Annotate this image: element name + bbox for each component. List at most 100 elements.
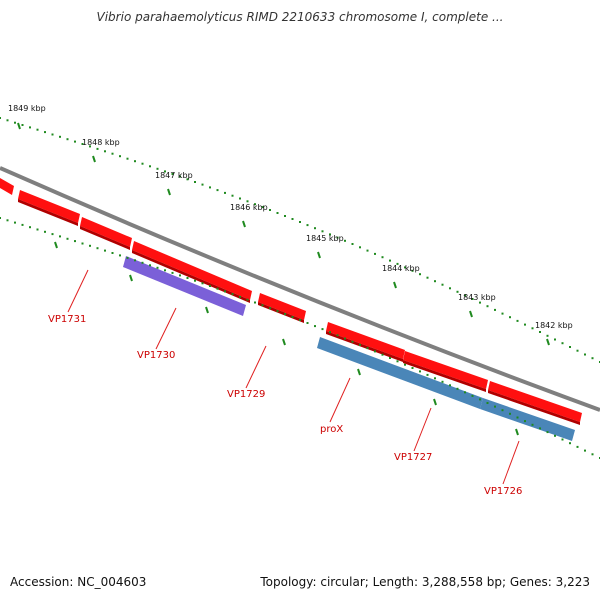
minor-tick [164, 170, 166, 173]
minor-tick [6, 219, 9, 222]
minor-tick [411, 367, 414, 369]
minor-tick [269, 209, 271, 211]
minor-tick [509, 316, 511, 319]
minor-tick [344, 239, 346, 242]
minor-tick [21, 223, 24, 226]
gene-leader-line [502, 440, 520, 485]
minor-tick [29, 126, 31, 129]
position-label: 1847 kbp [155, 171, 193, 180]
major-tick [317, 251, 321, 259]
position-label: 1849 kbp [8, 104, 46, 113]
minor-tick [261, 304, 264, 307]
cds-arrow-edge [403, 360, 486, 392]
cds-arrow-edge [18, 199, 78, 226]
minor-tick [591, 453, 594, 456]
minor-tick [14, 121, 16, 124]
gene-label[interactable]: VP1729 [227, 389, 265, 400]
cds-arrow-edge [488, 390, 580, 425]
minor-tick [344, 337, 346, 340]
minor-tick [156, 266, 159, 269]
minor-tick [14, 221, 16, 224]
minor-tick [329, 331, 331, 334]
minor-tick [44, 230, 46, 233]
minor-tick [336, 334, 339, 337]
minor-tick [539, 427, 541, 430]
minor-tick [584, 353, 586, 356]
minor-tick [66, 138, 69, 141]
major-tick [469, 310, 473, 318]
minor-tick [36, 228, 39, 231]
minor-tick [359, 343, 361, 346]
minor-tick [359, 246, 361, 249]
minor-tick [411, 269, 414, 272]
minor-tick [51, 133, 54, 136]
gene-label[interactable]: proX [320, 424, 343, 435]
minor-tick [134, 259, 136, 262]
minor-tick [546, 334, 549, 337]
position-label: 1844 kbp [382, 264, 420, 273]
minor-tick [284, 313, 286, 316]
minor-tick [74, 240, 76, 243]
cds-arrow [80, 217, 132, 247]
minor-tick [516, 319, 519, 322]
minor-tick [396, 360, 399, 363]
minor-tick [494, 405, 496, 408]
minor-tick [374, 252, 376, 255]
minor-tick [134, 160, 136, 163]
minor-tick [59, 235, 61, 238]
minor-tick [186, 277, 189, 279]
minor-tick [321, 328, 324, 331]
minor-tick [486, 402, 489, 404]
major-tick [54, 241, 58, 249]
cds-arrow-edge [80, 226, 130, 250]
cds-arrow [132, 241, 252, 300]
minor-tick [299, 319, 301, 321]
gene-label[interactable]: VP1730 [137, 350, 175, 361]
minor-tick [96, 247, 99, 250]
gene-leader-line [329, 377, 351, 423]
accession-label: Accession: NC_004603 [10, 575, 147, 589]
minor-tick [81, 143, 84, 145]
minor-tick [81, 242, 84, 245]
minor-tick [194, 279, 196, 282]
minor-tick [434, 377, 436, 380]
minor-tick [149, 264, 151, 267]
minor-tick [321, 230, 324, 233]
minor-tick [291, 316, 294, 318]
minor-tick [314, 227, 316, 230]
gene-label[interactable]: VP1726 [484, 486, 522, 497]
minor-tick [426, 276, 429, 279]
minor-tick [471, 298, 474, 300]
major-tick [515, 428, 519, 436]
outer-major-ticks [17, 122, 550, 346]
minor-tick [194, 181, 196, 183]
minor-tick [419, 273, 421, 276]
minor-tick [389, 357, 391, 359]
gene-label[interactable]: VP1731 [48, 314, 86, 325]
minor-tick [381, 256, 384, 259]
major-tick [282, 338, 286, 346]
major-tick [357, 368, 361, 376]
gene-labels: VP1731 VP1730 VP1729 proX VP1727 VP1726 [48, 269, 522, 497]
major-tick [242, 220, 246, 228]
minor-tick [111, 152, 114, 155]
minor-tick [179, 274, 181, 277]
minor-tick [366, 347, 369, 350]
minor-tick [464, 391, 466, 394]
minor-tick [306, 224, 309, 227]
gene-label[interactable]: VP1727 [394, 452, 432, 463]
minor-tick [389, 259, 391, 262]
minor-tick [419, 370, 421, 373]
minor-tick [246, 200, 249, 203]
minor-tick [314, 325, 316, 328]
topology-info: Topology: circular; Length: 3,288,558 bp… [260, 575, 590, 589]
minor-tick [449, 384, 451, 387]
minor-tick [546, 431, 549, 434]
minor-tick [584, 449, 586, 452]
chromosome-backbone [0, 166, 600, 412]
cds-arrow [488, 381, 582, 422]
minor-tick [171, 271, 174, 274]
minor-tick [119, 254, 121, 257]
minor-tick [89, 145, 91, 148]
